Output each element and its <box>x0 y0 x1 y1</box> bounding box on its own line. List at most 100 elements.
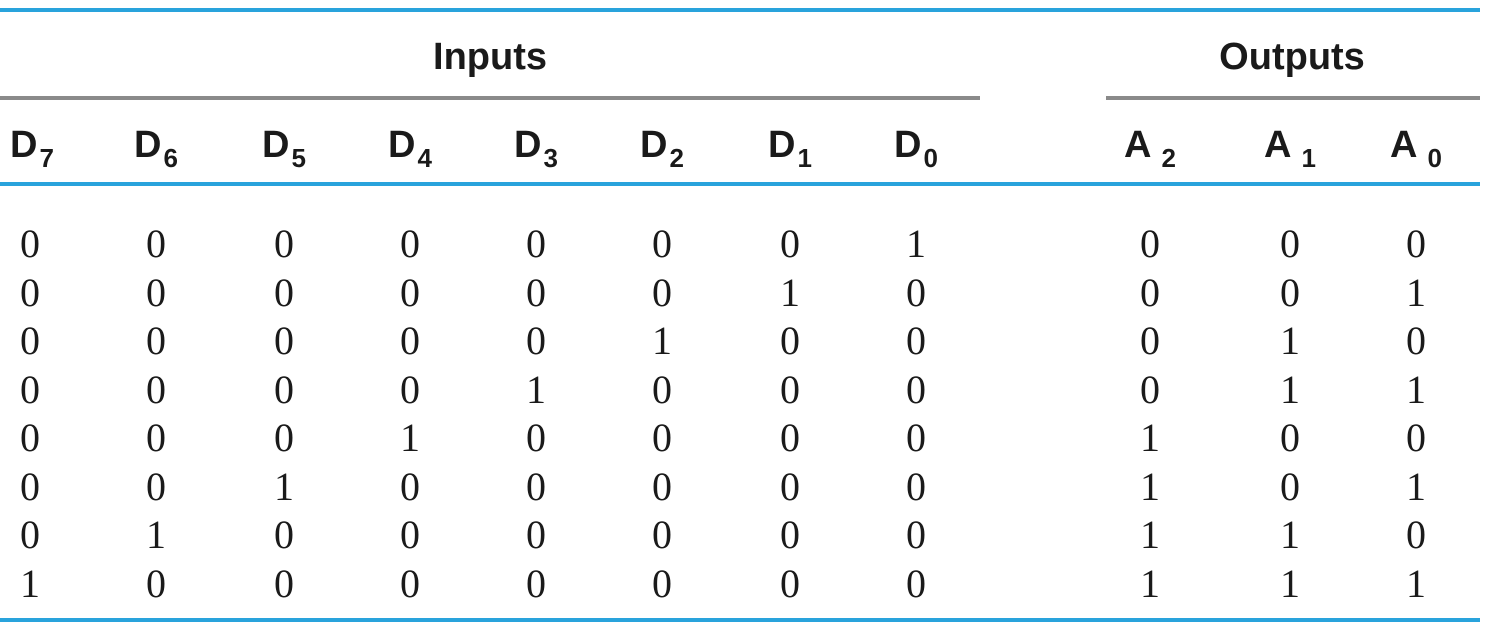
output-cell: 0 <box>1280 463 1300 509</box>
input-cell: 0 <box>20 318 40 363</box>
input-cell: 0 <box>652 415 672 460</box>
output-cell: 0 <box>1280 221 1300 266</box>
inputs-group-title: Inputs <box>433 36 547 78</box>
output-cell: 0 <box>1406 415 1426 460</box>
header-d3-subscript: 3 <box>543 143 558 173</box>
input-cell: 0 <box>146 366 166 412</box>
input-cell: 0 <box>526 463 546 509</box>
inputs-group-rule <box>0 96 980 100</box>
input-cell: 0 <box>146 415 166 460</box>
input-cell: 1 <box>20 560 40 606</box>
input-cell: 0 <box>906 318 926 363</box>
header-a2-base: A <box>1124 124 1152 166</box>
input-cell: 0 <box>780 318 800 363</box>
header-rule <box>0 182 1480 186</box>
input-cell: 0 <box>526 512 546 557</box>
input-cell: 0 <box>400 463 420 509</box>
output-cell: 0 <box>1280 269 1300 315</box>
header-d5-subscript: 5 <box>291 143 306 173</box>
input-cell: 1 <box>652 318 672 363</box>
header-d6-base: D <box>134 124 162 166</box>
bottom-rule <box>0 618 1480 622</box>
input-cell: 0 <box>274 366 294 412</box>
input-cell: 0 <box>400 269 420 315</box>
outputs-group-rule <box>1106 96 1480 100</box>
input-cell: 1 <box>146 512 166 557</box>
input-cell: 0 <box>526 221 546 266</box>
header-d6-subscript: 6 <box>163 143 178 173</box>
header-d3-base: D <box>514 124 542 166</box>
input-cell: 0 <box>274 415 294 460</box>
input-cell: 0 <box>274 512 294 557</box>
output-cell: 1 <box>1406 463 1426 509</box>
header-d1: D1 <box>768 124 812 173</box>
input-cell: 0 <box>20 512 40 557</box>
output-cell: 1 <box>1406 560 1426 606</box>
input-cell: 0 <box>274 560 294 606</box>
header-d5-base: D <box>262 124 290 166</box>
input-cell: 0 <box>652 269 672 315</box>
header-d4-subscript: 4 <box>417 143 432 173</box>
header-a1-base: A <box>1264 124 1292 166</box>
header-d2-subscript: 2 <box>669 143 684 173</box>
input-cell: 1 <box>906 221 926 266</box>
input-cell: 0 <box>20 463 40 509</box>
input-cell: 0 <box>652 463 672 509</box>
input-cell: 0 <box>780 463 800 509</box>
header-d4: D4 <box>388 124 432 173</box>
input-cell: 0 <box>780 560 800 606</box>
header-d7-base: D <box>10 124 38 166</box>
input-cell: 0 <box>274 221 294 266</box>
input-cell: 1 <box>780 269 800 315</box>
output-cell: 1 <box>1140 415 1160 460</box>
output-cell: 1 <box>1280 512 1300 557</box>
input-cell: 0 <box>146 463 166 509</box>
input-cell: 0 <box>906 269 926 315</box>
input-cell: 0 <box>652 366 672 412</box>
output-cell: 1 <box>1280 560 1300 606</box>
input-cell: 0 <box>526 415 546 460</box>
input-cell: 0 <box>146 318 166 363</box>
input-cell: 1 <box>274 463 294 509</box>
input-cell: 0 <box>780 221 800 266</box>
input-cell: 0 <box>400 318 420 363</box>
header-d0: D0 <box>894 124 938 173</box>
input-cell: 0 <box>780 415 800 460</box>
input-cell: 0 <box>400 221 420 266</box>
output-cell: 0 <box>1406 221 1426 266</box>
header-d0-base: D <box>894 124 922 166</box>
output-cell: 1 <box>1280 366 1300 412</box>
input-cell: 0 <box>906 512 926 557</box>
output-cell: 1 <box>1280 318 1300 363</box>
input-cell: 0 <box>780 366 800 412</box>
input-cell: 0 <box>400 512 420 557</box>
header-d6: D6 <box>134 124 178 173</box>
input-cell: 0 <box>274 269 294 315</box>
output-cell: 1 <box>1140 560 1160 606</box>
header-d2: D2 <box>640 124 684 173</box>
input-cell: 0 <box>274 318 294 363</box>
input-cell: 0 <box>652 221 672 266</box>
header-d5: D5 <box>262 124 306 173</box>
header-d2-base: D <box>640 124 668 166</box>
input-cell: 0 <box>20 415 40 460</box>
header-d4-base: D <box>388 124 416 166</box>
header-a0-subscript: 0 <box>1427 143 1442 173</box>
output-cell: 1 <box>1140 463 1160 509</box>
input-cell: 0 <box>146 269 166 315</box>
input-cell: 0 <box>652 560 672 606</box>
input-cell: 0 <box>906 415 926 460</box>
input-cell: 0 <box>906 366 926 412</box>
input-cell: 0 <box>780 512 800 557</box>
output-cell: 0 <box>1280 415 1300 460</box>
input-cell: 0 <box>146 560 166 606</box>
header-d1-subscript: 1 <box>797 143 812 173</box>
input-cell: 0 <box>146 221 166 266</box>
header-d1-base: D <box>768 124 796 166</box>
header-a2-subscript: 2 <box>1161 143 1176 173</box>
input-cell: 0 <box>906 560 926 606</box>
